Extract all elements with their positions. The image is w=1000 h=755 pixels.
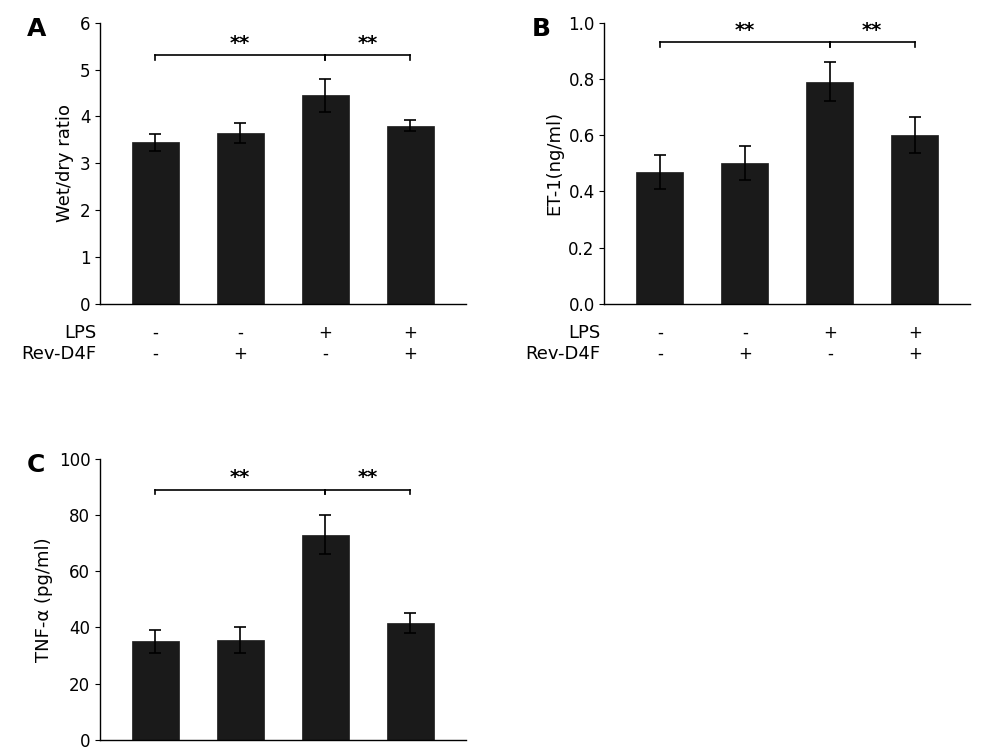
Text: +: +	[738, 345, 752, 362]
Bar	[806, 82, 853, 304]
Text: **: **	[230, 468, 250, 487]
Bar	[132, 142, 179, 304]
Text: -: -	[742, 324, 748, 341]
Y-axis label: ET-1(ng/ml): ET-1(ng/ml)	[545, 111, 563, 215]
Text: -: -	[827, 345, 833, 362]
Text: C: C	[27, 453, 45, 477]
Text: +: +	[318, 324, 332, 341]
Y-axis label: TNF-α (pg/ml): TNF-α (pg/ml)	[35, 537, 53, 661]
Text: +: +	[908, 324, 922, 341]
Text: **: **	[358, 34, 378, 53]
Text: +: +	[233, 345, 247, 362]
Bar	[387, 623, 434, 740]
Text: -: -	[152, 345, 158, 362]
Text: Rev-D4F: Rev-D4F	[526, 345, 601, 362]
Bar	[302, 535, 349, 740]
Text: LPS: LPS	[64, 324, 96, 341]
Text: A: A	[27, 17, 46, 41]
Text: **: **	[862, 20, 882, 39]
Text: +: +	[403, 324, 417, 341]
Bar	[891, 135, 938, 304]
Text: +: +	[908, 345, 922, 362]
Bar	[387, 126, 434, 304]
Bar	[132, 642, 179, 740]
Text: **: **	[358, 468, 378, 487]
Text: -: -	[237, 324, 243, 341]
Text: **: **	[230, 34, 250, 53]
Bar	[721, 163, 768, 304]
Bar	[636, 171, 683, 304]
Text: +: +	[403, 345, 417, 362]
Text: B: B	[531, 17, 550, 41]
Text: -: -	[657, 324, 663, 341]
Text: -: -	[322, 345, 328, 362]
Y-axis label: Wet/dry ratio: Wet/dry ratio	[56, 104, 74, 222]
Text: -: -	[657, 345, 663, 362]
Bar	[302, 95, 349, 304]
Text: **: **	[735, 20, 755, 39]
Bar	[217, 640, 264, 740]
Text: +: +	[823, 324, 837, 341]
Text: LPS: LPS	[569, 324, 601, 341]
Bar	[217, 133, 264, 304]
Text: -: -	[152, 324, 158, 341]
Text: Rev-D4F: Rev-D4F	[21, 345, 96, 362]
